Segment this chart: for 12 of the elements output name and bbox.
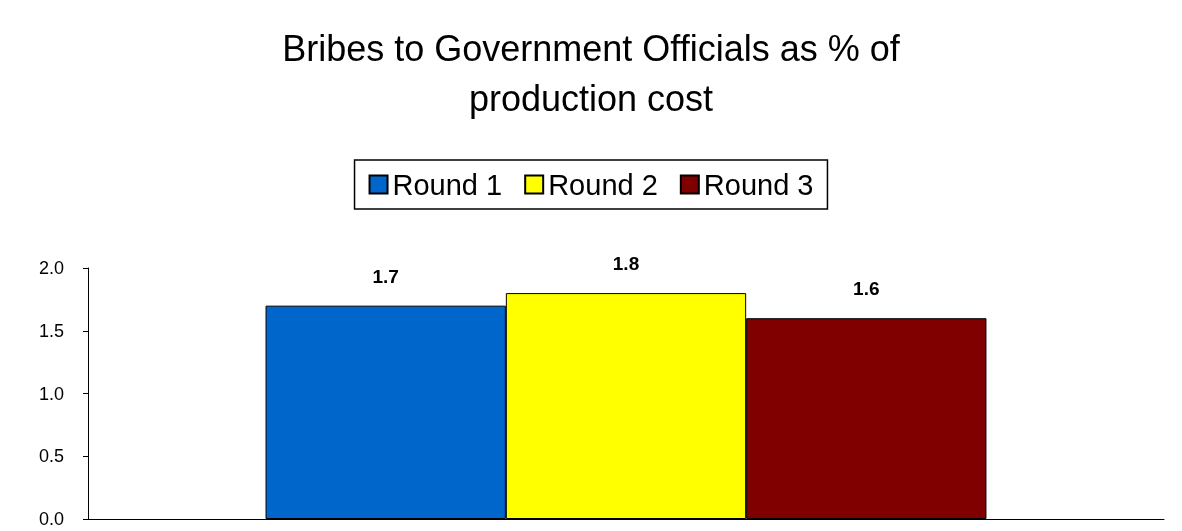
y-tick-label: 1.5	[38, 320, 64, 341]
legend-label: Round 1	[392, 168, 503, 201]
y-tick-label: 1.0	[38, 383, 64, 404]
chart-title: Bribes to Government Officials as % of production cost	[282, 27, 901, 119]
legend-label: Round 3	[703, 168, 814, 201]
y-tick-label: 0.0	[38, 509, 64, 529]
y-tick-label: 2.0	[38, 258, 64, 278]
data-label: 1.7	[372, 265, 399, 287]
data-label: 1.6	[853, 278, 880, 300]
data-label: 1.8	[612, 253, 640, 275]
y-tick-label: 0.5	[38, 446, 64, 467]
legend-label: Round 2	[548, 168, 658, 201]
